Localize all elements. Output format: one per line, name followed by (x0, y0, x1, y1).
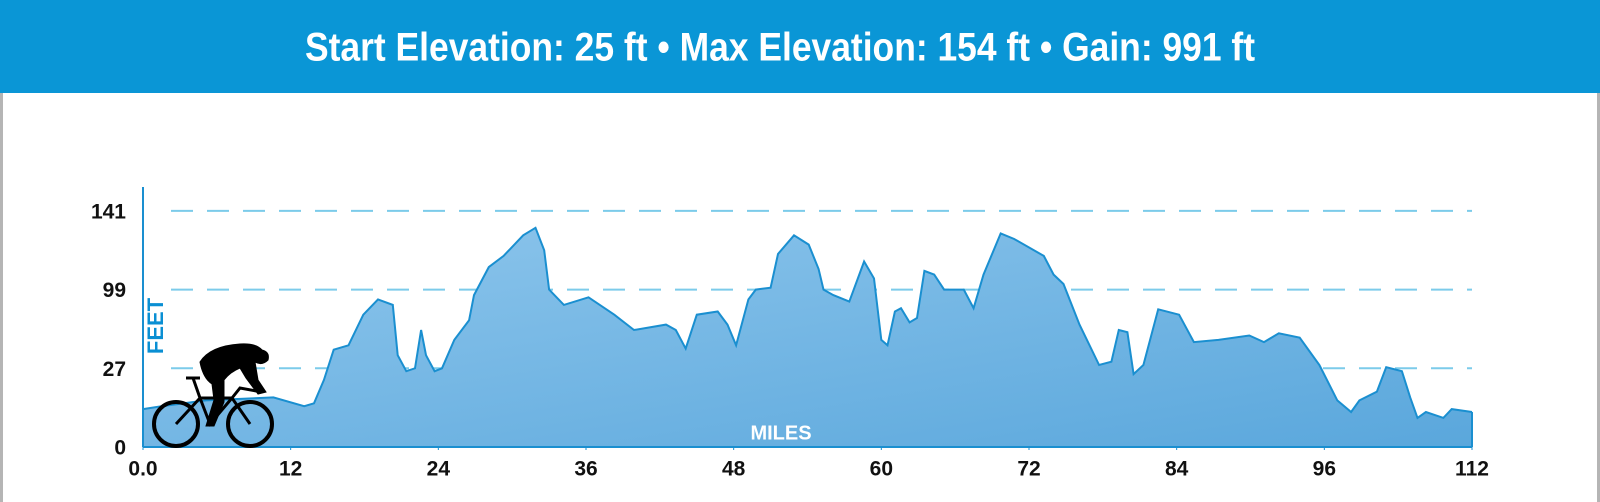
x-tick-label: 36 (574, 458, 597, 481)
right-border (1597, 0, 1600, 502)
x-axis-label: MILES (750, 422, 811, 444)
header-bar (0, 0, 1600, 93)
x-tick-label: 60 (870, 458, 893, 481)
cyclist (152, 343, 274, 448)
x-tick-label: 12 (279, 458, 302, 481)
y-tick-label: 27 (103, 358, 126, 381)
wheel (226, 400, 274, 448)
left-border (0, 0, 3, 502)
x-tick-label: 84 (1165, 458, 1189, 481)
x-tick-label: 72 (1017, 458, 1040, 481)
rider (199, 343, 269, 427)
y-tick-label: 141 (91, 200, 126, 223)
x-tick-label: 96 (1313, 458, 1336, 481)
plot-area: 0 27 99 141 0.0 12 24 36 48 60 72 84 96 112 (91, 187, 1489, 481)
x-tick-label: 48 (722, 458, 746, 481)
x-tick-label: 112 (1455, 458, 1489, 481)
y-tick-label: 0 (114, 437, 126, 460)
elevation-line (142, 226, 1473, 420)
y-tick-label: 99 (103, 279, 126, 302)
area-fill (143, 227, 1472, 447)
x-tick-label: 24 (427, 458, 451, 481)
x-tick-label: 0.0 (128, 458, 157, 481)
wheel (152, 400, 200, 448)
chart-title: Start Elevation: 25 ft • Max Elevation: … (305, 26, 1255, 70)
y-axis-label: FEET (143, 297, 168, 354)
